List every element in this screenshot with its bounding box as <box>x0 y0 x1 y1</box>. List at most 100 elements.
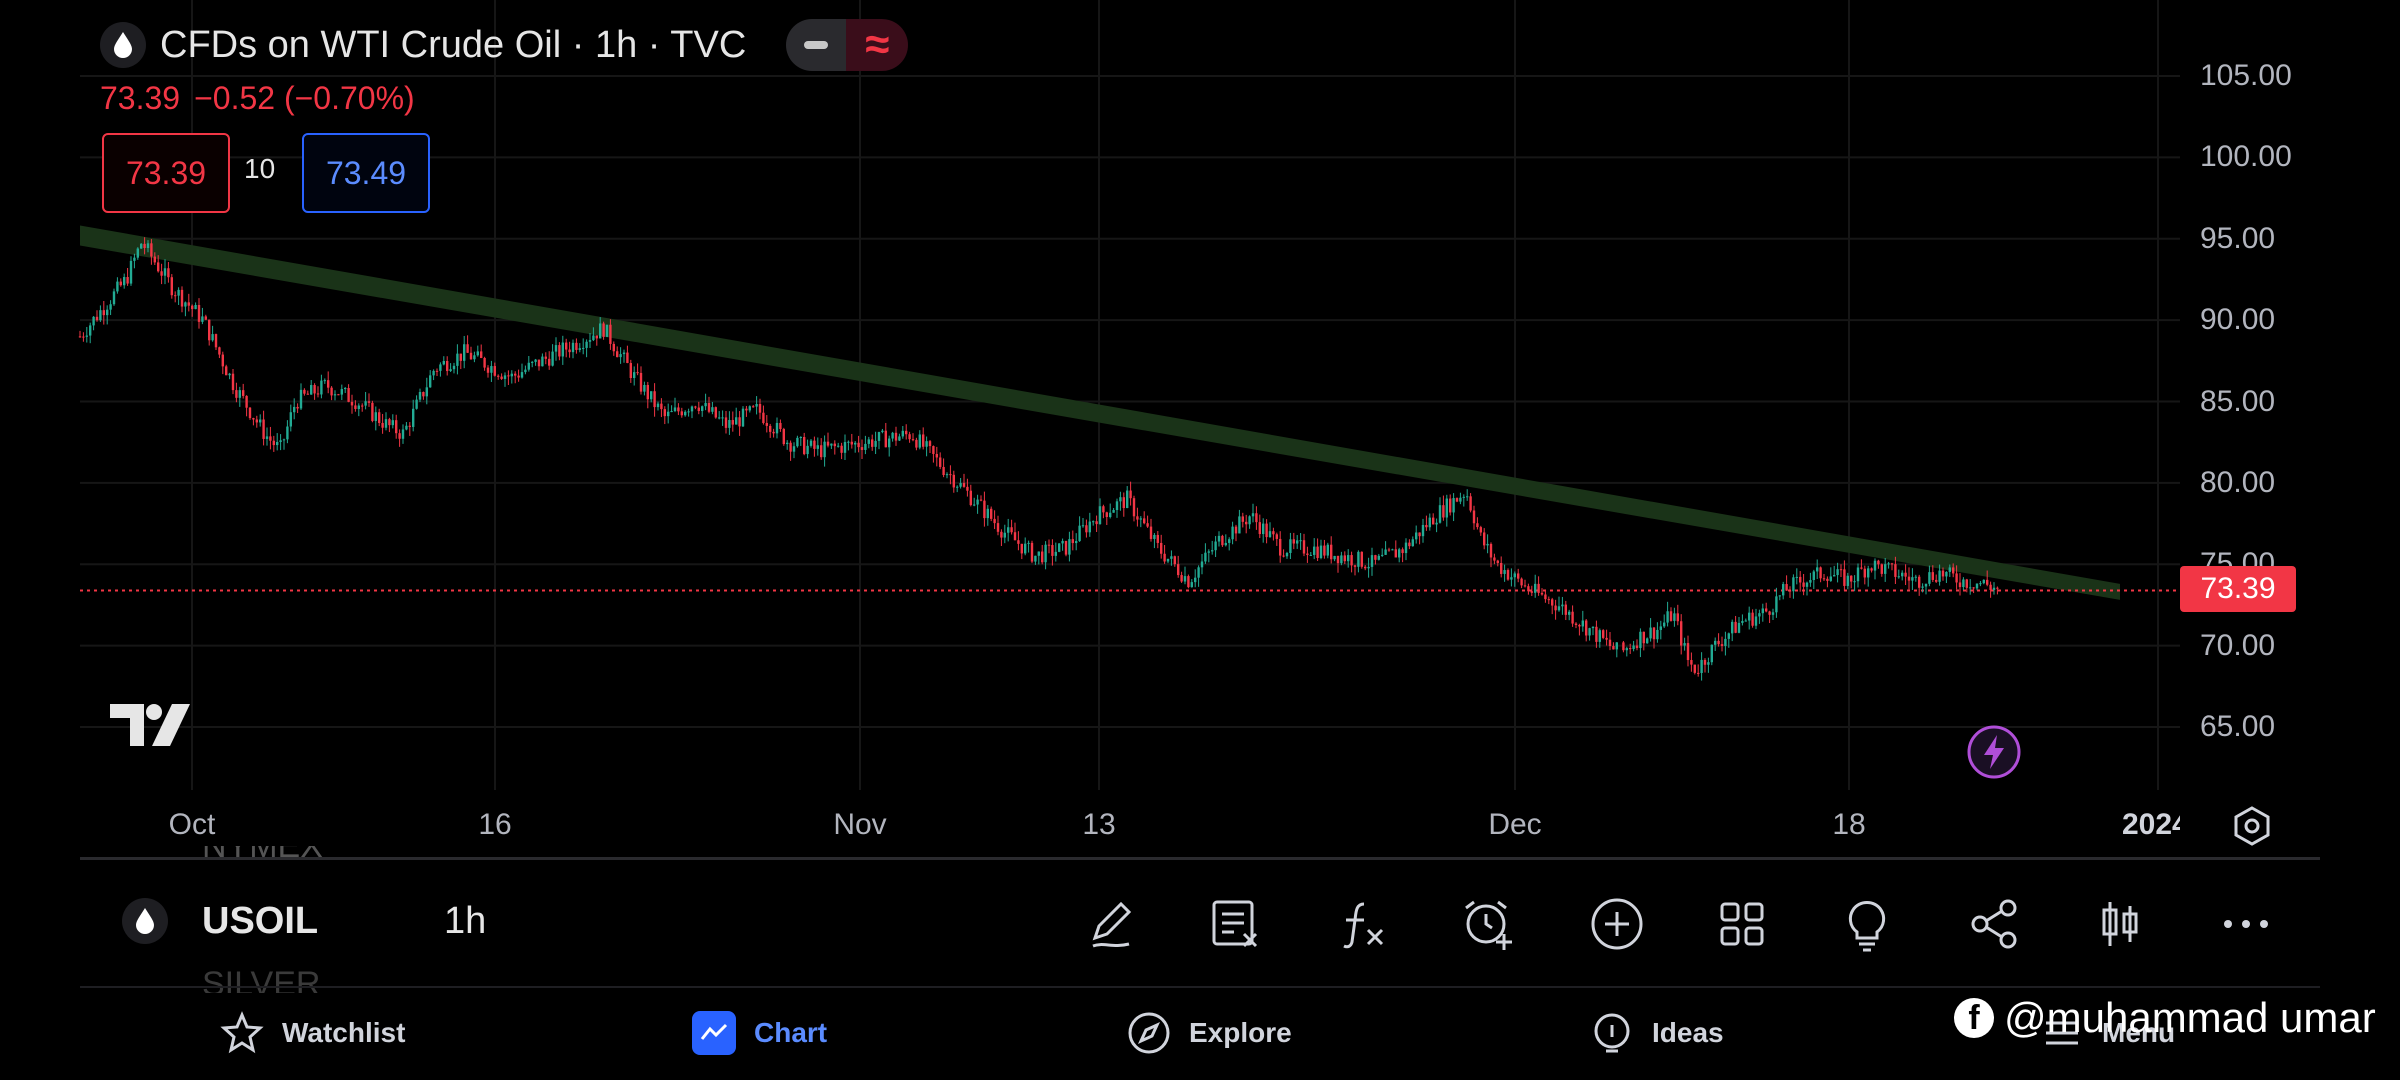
candle-body <box>1850 575 1853 582</box>
candle-body <box>1585 620 1588 636</box>
chart-settings-icon[interactable] <box>2230 804 2274 848</box>
candle-body <box>1642 631 1645 644</box>
visibility-toggle[interactable]: ≈ <box>786 19 909 71</box>
candle-body <box>1139 518 1142 520</box>
candle-body <box>1306 553 1309 555</box>
candle-body <box>1387 549 1391 551</box>
candle-body <box>1194 577 1197 583</box>
price-chart[interactable] <box>0 0 2400 860</box>
candle-body <box>1143 518 1146 524</box>
candle-body <box>1503 570 1506 574</box>
candle-body <box>714 407 717 418</box>
candle-body <box>612 343 615 352</box>
candle-body <box>942 466 945 476</box>
candle-body <box>520 372 524 378</box>
candle-body <box>425 387 428 397</box>
candle-body <box>1377 555 1380 560</box>
candle-body <box>619 354 622 358</box>
wave-icon[interactable]: ≈ <box>846 19 909 71</box>
flash-icon[interactable] <box>1966 724 2022 780</box>
candle-body <box>194 304 197 310</box>
candle-body <box>242 390 245 396</box>
candle-body <box>1442 505 1445 518</box>
candle-body <box>1564 604 1567 615</box>
candle-body <box>1710 644 1713 663</box>
candle-body <box>1805 582 1809 587</box>
candle-body <box>381 422 384 428</box>
trendline-drawing[interactable] <box>80 225 2120 600</box>
candles-icon[interactable] <box>2092 896 2148 952</box>
chart-icon <box>692 1011 736 1055</box>
layout-icon[interactable] <box>1714 896 1770 952</box>
indicators-icon[interactable] <box>1334 896 1390 952</box>
candle-body <box>1537 583 1540 593</box>
candle-body <box>276 442 279 446</box>
candle-body <box>1945 571 1948 577</box>
candle-body <box>1744 620 1747 622</box>
candle-body <box>483 357 486 368</box>
candle-body <box>1771 612 1775 615</box>
more-icon[interactable] <box>2218 896 2274 952</box>
candle-body <box>1486 543 1489 546</box>
candle-body <box>704 403 707 407</box>
candle-body <box>78 336 82 338</box>
candle-body <box>864 443 867 450</box>
sell-button[interactable]: 73.39 <box>102 133 230 213</box>
candle-body <box>248 407 252 419</box>
candle-body <box>650 391 653 400</box>
candle-body <box>1520 578 1523 586</box>
collapse-icon[interactable] <box>786 19 847 71</box>
candle-body <box>1030 542 1034 562</box>
candle-body <box>1119 497 1122 502</box>
candle-body <box>95 316 99 321</box>
add-icon[interactable] <box>1589 896 1645 952</box>
nav-watchlist[interactable]: Watchlist <box>220 1008 405 1058</box>
candle-body <box>582 347 585 349</box>
buy-button[interactable]: 73.49 <box>302 133 430 213</box>
candle-body <box>646 384 649 400</box>
candle-body <box>1221 535 1224 546</box>
chart-header[interactable]: CFDs on WTI Crude Oil · 1h · TVC ≈ <box>100 18 909 72</box>
candle-body <box>429 375 432 388</box>
candle-body <box>1703 659 1707 665</box>
interval-selector[interactable]: 1h <box>444 900 487 942</box>
nav-explore[interactable]: Explore <box>1127 1008 1292 1058</box>
candle-body <box>1890 563 1894 565</box>
candle-body <box>1727 633 1730 639</box>
nav-ideas[interactable]: Ideas <box>1590 1008 1724 1058</box>
menu-icon <box>2040 1011 2084 1055</box>
symbol-scroll-prev[interactable]: NYMEX <box>202 846 323 865</box>
quantity-value[interactable]: 10 <box>244 153 276 184</box>
candle-body <box>820 445 823 458</box>
candle-body <box>1652 627 1656 640</box>
candle-body <box>854 442 857 445</box>
clear-drawings-icon[interactable] <box>1208 896 1264 952</box>
current-price-tag: 73.39 <box>2180 566 2296 612</box>
y-tick-label: 95.00 <box>2200 222 2276 255</box>
symbol-title[interactable]: CFDs on WTI Crude Oil · 1h · TVC <box>160 23 747 66</box>
symbol-scroll-next[interactable]: SILVER <box>202 965 321 993</box>
symbol-selector[interactable]: USOIL <box>202 900 319 942</box>
candle-body <box>1649 627 1652 639</box>
candle-body <box>1364 566 1367 569</box>
ideas-bulb-icon[interactable] <box>1839 896 1895 952</box>
candle-body <box>833 443 836 447</box>
candle-body <box>541 356 544 367</box>
candle-body <box>905 430 908 435</box>
share-icon[interactable] <box>1966 896 2022 952</box>
nav-chart[interactable]: Chart <box>692 1008 827 1058</box>
candle-body <box>952 474 955 488</box>
candle-body <box>867 439 870 444</box>
pen-icon[interactable] <box>1083 896 1139 952</box>
candle-body <box>1758 613 1761 617</box>
candle-body <box>133 257 136 261</box>
alert-add-icon[interactable] <box>1460 896 1516 952</box>
candle-body <box>1425 524 1428 528</box>
candle-body <box>877 432 881 441</box>
nav-menu[interactable]: Menu <box>2040 1008 2175 1058</box>
candle-body <box>680 411 683 416</box>
candle-body <box>894 432 898 441</box>
candle-body <box>310 385 313 395</box>
candle-body <box>1326 544 1329 556</box>
candle-body <box>1962 579 1965 588</box>
